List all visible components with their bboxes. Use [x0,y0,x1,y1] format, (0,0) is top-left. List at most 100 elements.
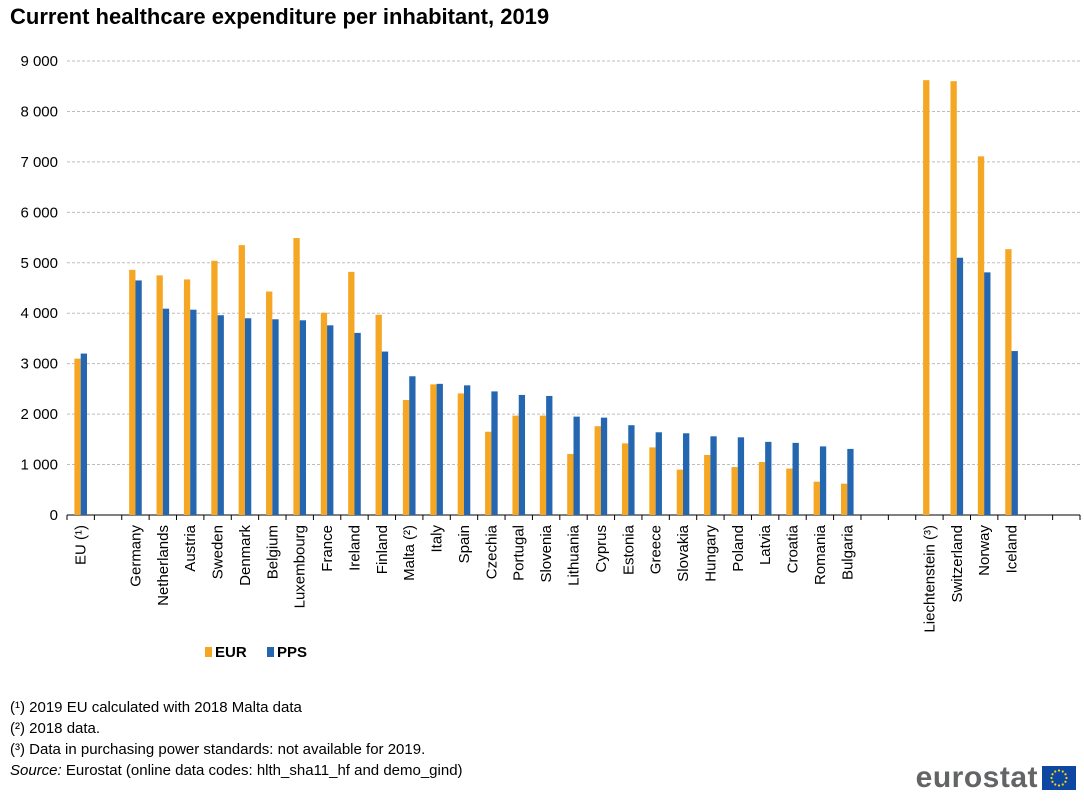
flag-star [1064,780,1067,783]
bar-eur [375,314,382,515]
flag-star [1050,776,1053,780]
bar-eur [183,279,191,515]
x-tick-label: Spain [456,525,473,563]
bar-eur [129,269,136,515]
bar-pps [655,432,662,515]
x-tick-label: Cyprus [593,525,610,573]
y-tick-label: 3 000 [20,356,58,373]
y-tick-label: 0 [50,507,58,524]
bar-pps [1011,351,1018,515]
x-tick-label: Hungary [702,525,719,582]
bar-pps [956,257,964,515]
flag-star [1051,773,1054,776]
legend-swatch-eur [205,647,212,657]
flag-star [1054,783,1057,786]
flag-star [1061,783,1064,786]
flag-star [1061,770,1064,773]
y-tick-label: 5 000 [20,255,58,272]
x-tick-label: Finland [374,525,391,574]
x-tick-label: Malta (²) [401,525,418,581]
x-tick-label: Sweden [210,525,227,579]
x-tick-label: Austria [182,524,199,571]
bar-eur [74,358,81,515]
x-tick-label: Denmark [237,525,254,586]
bar-pps [436,383,443,515]
bar-eur [348,271,355,515]
flag-star [1057,784,1061,787]
bar-eur [950,81,957,515]
bar-eur [923,80,930,516]
x-tick-label: Italy [429,525,446,553]
legend-swatch-pps [267,647,274,657]
bar-pps [573,416,580,515]
chart-title: Current healthcare expenditure per inhab… [10,4,550,29]
y-tick-label: 2 000 [20,406,58,423]
bar-eur [1005,249,1012,515]
bar-pps [546,395,553,515]
x-tick-label: EU (¹) [73,525,90,565]
bar-pps [244,318,252,515]
x-tick-label: Luxembourg [292,525,309,608]
x-tick-label: Slovakia [675,524,692,581]
footnotes: (¹) 2019 EU calculated with 2018 Malta d… [10,697,463,781]
bar-pps [984,272,991,515]
bar-eur [156,275,163,515]
x-tick-label: Netherlands [155,525,172,606]
bar-eur [512,415,519,515]
y-tick-label: 9 000 [20,53,58,70]
x-tick-label: Lithuania [566,524,583,586]
bar-eur [402,399,410,515]
flag-star [1064,773,1067,776]
bar-pps [628,425,635,515]
bar-pps [80,353,87,515]
x-tick-label: Ireland [346,525,363,571]
x-tick-label: Slovenia [538,524,555,582]
bar-pps [765,441,772,515]
x-tick-label: Czechia [483,524,500,579]
footnote-2: (²) 2018 data. [10,720,101,737]
bar-eur [320,312,328,515]
flag-star [1051,780,1054,783]
x-tick-label: Belgium [264,525,281,579]
bar-pps [600,417,608,515]
bar-eur [621,443,629,515]
y-tick-label: 8 000 [20,103,58,120]
x-tick-label: Germany [127,525,144,587]
x-tick-label: Norway [976,525,993,576]
bar-pps [135,280,142,515]
y-tick-label: 6 000 [20,204,58,221]
bar-pps [217,315,224,515]
bar-eur [977,156,985,515]
bar-chart: 0 1 000 2 000 3 000 4 000 5 000 6 000 7 000 8 00… [20,53,1081,661]
eurostat-logo: eurostat [916,761,1076,795]
bar-pps [491,391,498,515]
source-text: Eurostat (online data codes: hlth_sha11_… [61,762,463,779]
bar-eur [594,426,601,515]
bar-eur [649,447,656,515]
legend-label-eur: EUR [215,644,247,661]
bar-eur [539,415,547,515]
bar-pps [327,325,334,515]
bar-eur [211,260,218,515]
flag-star [1065,776,1068,780]
eurostat-logo-text: eurostat [915,761,1038,794]
bar-pps [299,320,307,515]
bar-eur [430,384,437,515]
bar-pps [272,319,279,515]
source-line: Source: Eurostat (online data codes: hlt… [10,760,463,781]
bar-pps [354,332,361,515]
x-tick-label: Estonia [620,524,637,575]
bar-eur [457,393,464,515]
bar-eur [840,483,848,515]
bar-pps [162,308,170,515]
bar-eur [813,481,820,515]
bar-pps [190,309,197,515]
bar-eur [758,462,766,515]
flag-star [1057,769,1061,772]
x-tick-label: Greece [648,525,665,574]
x-tick-label: France [319,525,336,572]
x-tick-label: Romania [812,524,829,585]
bar-pps [463,385,471,515]
bar-eur [266,291,273,515]
bar-eur [676,469,684,515]
